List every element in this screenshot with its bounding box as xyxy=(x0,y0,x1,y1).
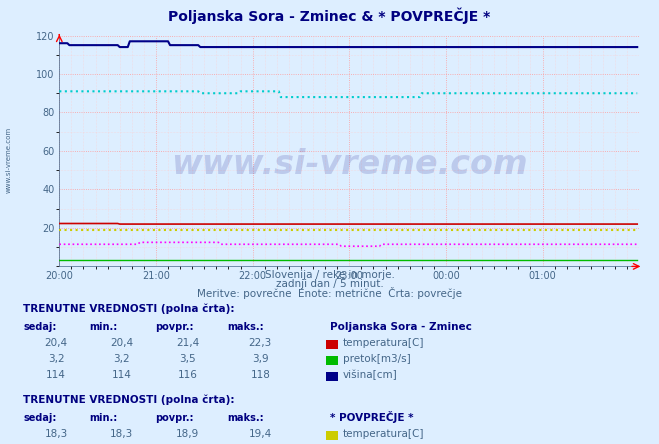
Text: pretok[m3/s]: pretok[m3/s] xyxy=(343,354,411,365)
Text: Poljanska Sora - Zminec: Poljanska Sora - Zminec xyxy=(330,322,471,333)
Text: * POVPREČJE *: * POVPREČJE * xyxy=(330,411,413,424)
Text: 18,9: 18,9 xyxy=(176,429,200,440)
Text: sedaj:: sedaj: xyxy=(23,322,57,333)
Text: 116: 116 xyxy=(178,370,198,381)
Text: maks.:: maks.: xyxy=(227,413,264,424)
Text: višina[cm]: višina[cm] xyxy=(343,370,397,381)
Text: Poljanska Sora - Zminec & * POVPREČJE *: Poljanska Sora - Zminec & * POVPREČJE * xyxy=(169,8,490,24)
Text: maks.:: maks.: xyxy=(227,322,264,333)
Text: zadnji dan / 5 minut.: zadnji dan / 5 minut. xyxy=(275,279,384,289)
Text: 3,2: 3,2 xyxy=(47,354,65,365)
Text: 18,3: 18,3 xyxy=(44,429,68,440)
Text: Slovenija / reke in morje.: Slovenija / reke in morje. xyxy=(264,270,395,280)
Text: min.:: min.: xyxy=(89,413,117,424)
Text: 3,9: 3,9 xyxy=(252,354,269,365)
Text: min.:: min.: xyxy=(89,322,117,333)
Text: 20,4: 20,4 xyxy=(110,338,134,349)
Text: 114: 114 xyxy=(112,370,132,381)
Text: 18,3: 18,3 xyxy=(110,429,134,440)
Text: www.si-vreme.com: www.si-vreme.com xyxy=(5,127,12,193)
Text: TRENUTNE VREDNOSTI (polna črta):: TRENUTNE VREDNOSTI (polna črta): xyxy=(23,394,235,405)
Text: 21,4: 21,4 xyxy=(176,338,200,349)
Text: povpr.:: povpr.: xyxy=(155,322,193,333)
Text: 114: 114 xyxy=(46,370,66,381)
Text: temperatura[C]: temperatura[C] xyxy=(343,429,424,440)
Text: 20,4: 20,4 xyxy=(44,338,68,349)
Text: 22,3: 22,3 xyxy=(248,338,272,349)
Text: 3,2: 3,2 xyxy=(113,354,130,365)
Text: 118: 118 xyxy=(250,370,270,381)
Text: sedaj:: sedaj: xyxy=(23,413,57,424)
Text: 3,5: 3,5 xyxy=(179,354,196,365)
Text: TRENUTNE VREDNOSTI (polna črta):: TRENUTNE VREDNOSTI (polna črta): xyxy=(23,303,235,314)
Text: www.si-vreme.com: www.si-vreme.com xyxy=(171,148,528,181)
Text: povpr.:: povpr.: xyxy=(155,413,193,424)
Text: 19,4: 19,4 xyxy=(248,429,272,440)
Text: Meritve: povrečne  Enote: metrične  Črta: povrečje: Meritve: povrečne Enote: metrične Črta: … xyxy=(197,287,462,299)
Text: temperatura[C]: temperatura[C] xyxy=(343,338,424,349)
